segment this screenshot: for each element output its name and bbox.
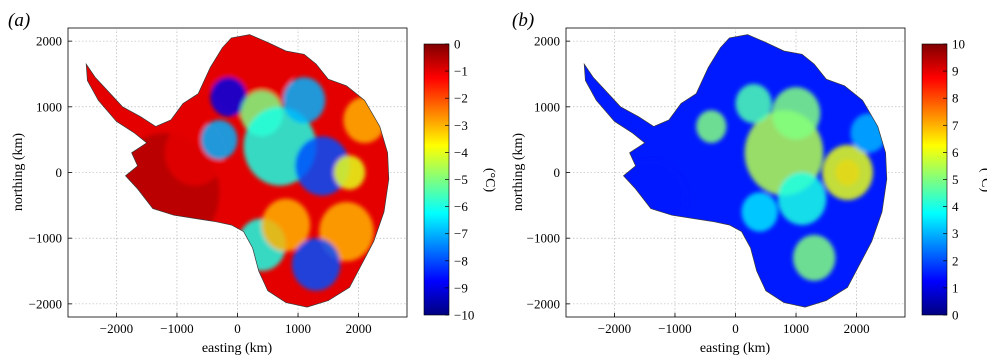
x-tick-label: 2000 <box>844 321 870 336</box>
x-tick-label: 0 <box>234 321 241 336</box>
hotspot <box>822 144 873 201</box>
y-tick-label: 2000 <box>36 34 62 49</box>
x-tick-label: 2000 <box>346 321 372 336</box>
colorbar-tick-label: 6 <box>952 145 959 160</box>
colorbar-tick-label: −7 <box>454 226 468 241</box>
hotspot <box>777 172 827 226</box>
panel-label: (a) <box>8 10 30 31</box>
y-tick-label: −1000 <box>527 231 560 246</box>
hotspot <box>282 77 326 124</box>
x-tick-label: 1000 <box>285 321 311 336</box>
colorbar-tick-label: −4 <box>454 145 468 160</box>
y-tick-label: 0 <box>554 165 561 180</box>
hotspot <box>771 87 821 140</box>
colorbar-label: (°C) <box>482 168 497 193</box>
x-tick-label: −1000 <box>160 321 193 336</box>
x-tick-label: 0 <box>732 321 739 336</box>
colorbar-tick-label: 9 <box>952 64 959 79</box>
hotspot <box>793 234 836 281</box>
hotspot <box>261 198 311 252</box>
colorbar-tick-label: 5 <box>952 172 959 187</box>
hotspot <box>210 77 247 117</box>
x-tick-label: −1000 <box>658 321 691 336</box>
hotspot <box>333 155 366 190</box>
x-tick-label: 1000 <box>783 321 809 336</box>
colorbar <box>921 43 948 316</box>
colorbar-tick-label: 0 <box>952 308 959 323</box>
colorbar-tick-label: −6 <box>454 199 468 214</box>
colorbar-tick-label: −2 <box>454 91 468 106</box>
hotspot <box>291 238 341 291</box>
heatmap-field <box>85 34 390 308</box>
continent-outline <box>85 34 390 308</box>
colorbar-tick-label: 4 <box>952 199 959 214</box>
x-axis-ticks: −2000 −1000 0 1000 2000 <box>100 313 372 336</box>
hotspot <box>741 192 778 232</box>
colorbar-tick-label: 10 <box>952 37 965 52</box>
colorbar-tick-label: 0 <box>454 37 461 52</box>
y-axis-label: northing (km) <box>511 133 526 211</box>
y-tick-label: −2000 <box>29 296 62 311</box>
colorbar <box>423 43 450 316</box>
colorbar-tick-label: 7 <box>952 118 959 133</box>
panel-b: (b) −2000 −1000 0 1000 2000 −2000 −1000 0 1000 2… <box>511 10 987 356</box>
x-axis-label: easting (km) <box>700 341 771 356</box>
y-tick-label: 1000 <box>534 99 560 114</box>
y-tick-label: 0 <box>56 165 63 180</box>
colorbar-tick-label: 8 <box>952 91 959 106</box>
x-tick-label: −2000 <box>598 321 631 336</box>
y-axis-label: northing (km) <box>11 133 26 211</box>
colorbar-tick-label: −8 <box>454 253 468 268</box>
colorbar-tick-label: 1 <box>952 280 959 295</box>
x-axis-label: easting (km) <box>202 341 273 356</box>
colorbar-tick-label: −5 <box>454 172 468 187</box>
colorbar-label: (°C) <box>978 168 987 193</box>
colorbar-tick-label: −10 <box>454 308 474 323</box>
x-axis-ticks: −2000 −1000 0 1000 2000 <box>598 313 870 336</box>
colorbar-tick-label: −3 <box>454 118 468 133</box>
y-axis-ticks: −2000 −1000 0 1000 2000 <box>527 34 570 311</box>
hotspot <box>201 119 238 160</box>
y-axis-ticks: −2000 −1000 0 1000 2000 <box>29 34 72 311</box>
colorbar-tick-label: 2 <box>952 253 959 268</box>
panel-label: (b) <box>512 10 534 31</box>
x-tick-label: −2000 <box>100 321 133 336</box>
colorbar-tick-label: 3 <box>952 226 959 241</box>
continent-field <box>86 34 389 308</box>
colorbar-ticks: 0 −1 −2 −3 −4 −5 −6 −7 −8 −9 −10 <box>445 37 474 323</box>
continent-outline <box>583 34 888 308</box>
colorbar-tick-label: −9 <box>454 280 468 295</box>
y-tick-label: −2000 <box>527 296 560 311</box>
y-tick-label: −1000 <box>29 231 62 246</box>
y-tick-label: 2000 <box>534 34 560 49</box>
y-tick-label: 1000 <box>36 99 62 114</box>
colorbar-tick-label: −1 <box>454 64 468 79</box>
panel-a: (a) −2000 −1000 0 1000 2000 −2000 −1000 0 1000 2… <box>8 10 497 356</box>
hotspot <box>735 83 772 124</box>
hotspot <box>696 110 727 143</box>
